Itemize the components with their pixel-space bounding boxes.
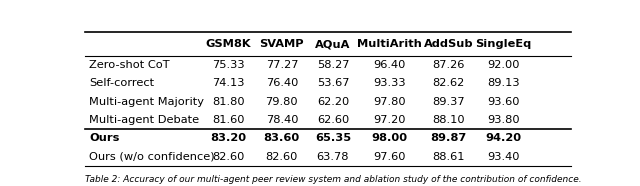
Text: 94.20: 94.20 (485, 134, 522, 143)
Text: GSM8K: GSM8K (205, 39, 251, 49)
Text: MultiArith: MultiArith (357, 39, 422, 49)
Text: 93.60: 93.60 (487, 97, 520, 107)
Text: 62.60: 62.60 (317, 115, 349, 125)
Text: 88.10: 88.10 (432, 115, 465, 125)
Text: 92.00: 92.00 (487, 60, 520, 70)
Text: Self-correct: Self-correct (89, 78, 154, 89)
Text: 77.27: 77.27 (266, 60, 298, 70)
Text: 79.80: 79.80 (266, 97, 298, 107)
Text: 81.60: 81.60 (212, 115, 244, 125)
Text: 93.80: 93.80 (487, 115, 520, 125)
Text: 97.60: 97.60 (373, 152, 406, 162)
Text: 81.80: 81.80 (212, 97, 244, 107)
Text: 97.20: 97.20 (373, 115, 406, 125)
Text: 89.13: 89.13 (487, 78, 520, 89)
Text: 93.33: 93.33 (373, 78, 406, 89)
Text: 93.40: 93.40 (487, 152, 520, 162)
Text: 88.61: 88.61 (432, 152, 465, 162)
Text: 76.40: 76.40 (266, 78, 298, 89)
Text: 82.60: 82.60 (266, 152, 298, 162)
Text: Zero-shot CoT: Zero-shot CoT (89, 60, 170, 70)
Text: 63.78: 63.78 (317, 152, 349, 162)
Text: SingleEq: SingleEq (476, 39, 531, 49)
Text: AQuA: AQuA (316, 39, 351, 49)
Text: 53.67: 53.67 (317, 78, 349, 89)
Text: 74.13: 74.13 (212, 78, 244, 89)
Text: 97.80: 97.80 (373, 97, 406, 107)
Text: 96.40: 96.40 (373, 60, 406, 70)
Text: Multi-agent Debate: Multi-agent Debate (89, 115, 199, 125)
Text: 58.27: 58.27 (317, 60, 349, 70)
Text: Ours: Ours (89, 134, 119, 143)
Text: 83.20: 83.20 (211, 134, 246, 143)
Text: SVAMP: SVAMP (260, 39, 304, 49)
Text: 82.60: 82.60 (212, 152, 244, 162)
Text: 98.00: 98.00 (371, 134, 408, 143)
Text: 62.20: 62.20 (317, 97, 349, 107)
Text: 65.35: 65.35 (315, 134, 351, 143)
Text: Table 2: Accuracy of our multi-agent peer review system and ablation study of th: Table 2: Accuracy of our multi-agent pee… (85, 175, 582, 184)
Text: Ours (w/o confidence): Ours (w/o confidence) (89, 152, 214, 162)
Text: 87.26: 87.26 (433, 60, 465, 70)
Text: 82.62: 82.62 (433, 78, 465, 89)
Text: 83.60: 83.60 (264, 134, 300, 143)
Text: AddSub: AddSub (424, 39, 474, 49)
Text: Multi-agent Majority: Multi-agent Majority (89, 97, 204, 107)
Text: 89.87: 89.87 (431, 134, 467, 143)
Text: 89.37: 89.37 (432, 97, 465, 107)
Text: 75.33: 75.33 (212, 60, 244, 70)
Text: 78.40: 78.40 (266, 115, 298, 125)
